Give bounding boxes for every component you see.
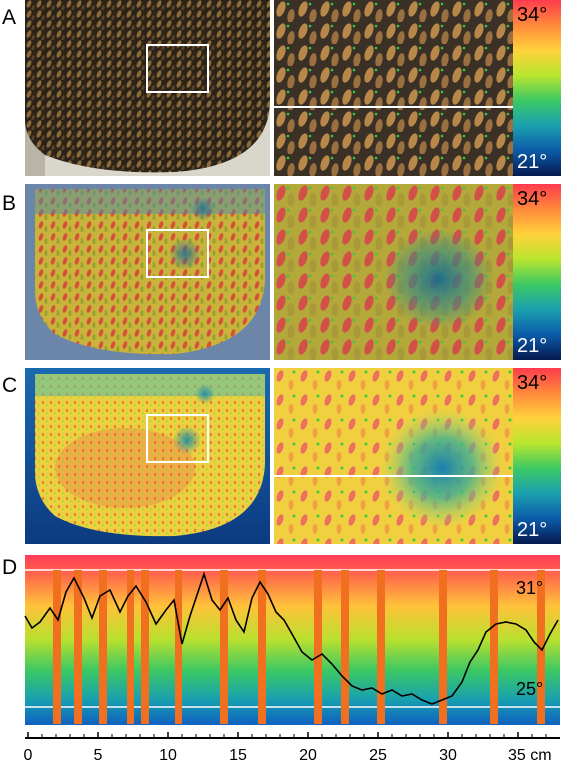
orange-bar [53, 570, 61, 724]
scale-max-label: 34° [517, 372, 548, 394]
color-scale-bar [513, 184, 561, 360]
x-tick-label: 15 [229, 747, 247, 764]
scale-min-label: 21° [517, 519, 548, 541]
thermal-image [25, 368, 270, 544]
orange-bar [141, 570, 149, 724]
panel-b-label: B [2, 192, 17, 215]
orange-bar [74, 570, 82, 724]
orange-bar [537, 570, 545, 724]
x-tick-label: 0 [24, 747, 33, 764]
orange-bar [377, 570, 385, 724]
x-tick-label: 10 [159, 747, 177, 764]
x-tick-label: 30 [439, 747, 457, 764]
scale-max-label: 34° [517, 4, 548, 26]
x-axis-ticks [27, 732, 547, 738]
scale-min-label: 21° [517, 335, 548, 357]
panel-c-thermal-image [25, 368, 270, 544]
orange-bars [53, 570, 545, 724]
zoom-region-box [146, 44, 209, 93]
orange-bar [175, 570, 182, 724]
panel-a-temperature-scale: 34° 21° [513, 0, 561, 176]
orange-bar [314, 570, 322, 724]
panel-d-temperature-trace: 31° 25° [24, 555, 560, 764]
orange-bar [220, 570, 228, 724]
panel-c-label: C [2, 374, 18, 397]
zoom-region-box [146, 229, 209, 278]
orange-bar [490, 570, 498, 724]
zoom-region-box [146, 414, 209, 463]
zoom-photo-image [274, 0, 514, 176]
orange-bar [258, 570, 266, 724]
panel-a-label: A [2, 6, 17, 29]
panel-a-bee-cluster-photo [25, 0, 270, 176]
panel-b-temperature-scale: 34° 21° [513, 184, 561, 360]
orange-bar [341, 570, 349, 724]
panel-c-zoom-thermal [274, 368, 514, 544]
orange-bar [99, 570, 107, 724]
x-axis-tick-labels: 0 5 10 15 20 25 30 35 cm [24, 747, 552, 764]
upper-temperature-label: 31° [516, 578, 543, 598]
orange-bar [439, 570, 447, 724]
lower-temperature-label: 25° [516, 679, 543, 699]
panel-d-label: D [2, 556, 18, 579]
scale-min-label: 21° [517, 151, 548, 173]
color-scale-bar [513, 0, 561, 176]
bee-cluster-photo-image [25, 0, 270, 176]
x-tick-label: 25 [369, 747, 387, 764]
orange-bar [127, 570, 134, 724]
zoom-thermal-image [274, 368, 514, 544]
panel-c-temperature-scale: 34° 21° [513, 368, 561, 544]
panel-a-zoom-photo [274, 0, 514, 176]
x-tick-label: 35 cm [508, 747, 552, 764]
color-scale-bar [513, 368, 561, 544]
zoom-photo-image [274, 184, 514, 360]
panel-b-overlay-photo [25, 184, 270, 360]
temperature-trace-line [24, 571, 559, 705]
x-tick-label: 20 [299, 747, 317, 764]
panel-b-zoom-photo [274, 184, 514, 360]
trace-background-gradient [25, 555, 560, 725]
x-tick-label: 5 [94, 747, 103, 764]
overlay-photo-image [25, 184, 270, 360]
scale-max-label: 34° [517, 188, 548, 210]
